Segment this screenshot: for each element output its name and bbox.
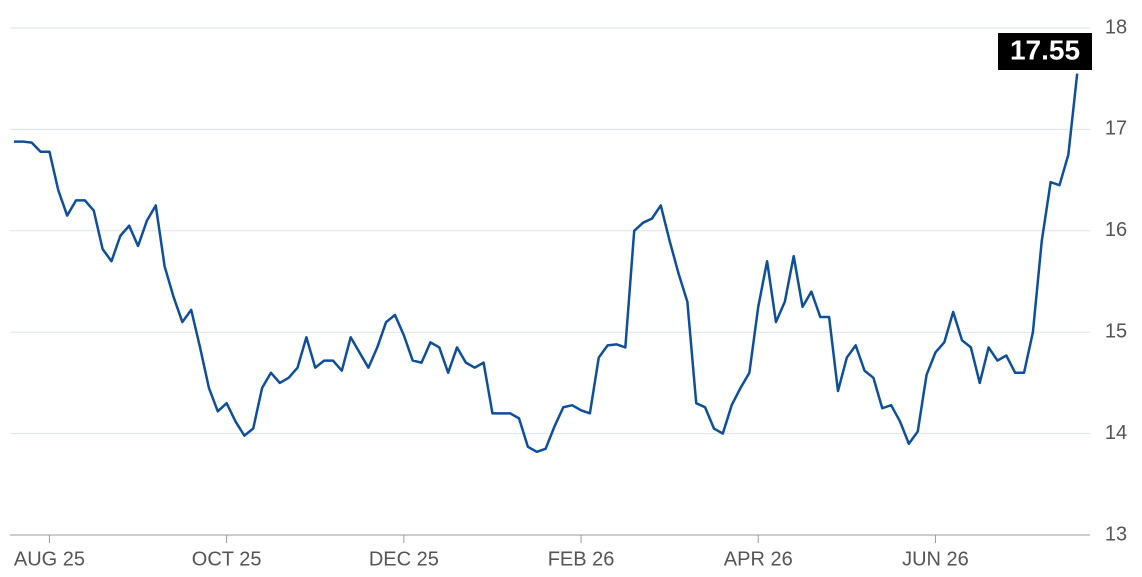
- y-tick-label: 17: [1105, 118, 1127, 140]
- x-tick-label: DEC 25: [369, 548, 439, 570]
- y-tick-label: 13: [1105, 523, 1127, 545]
- x-tick-label: AUG 25: [14, 548, 85, 570]
- x-tick-label: JUN 26: [902, 548, 969, 570]
- y-tick-label: 14: [1105, 422, 1127, 444]
- y-tick-label: 16: [1105, 219, 1127, 241]
- label-box: [998, 33, 1092, 70]
- x-tick-label: OCT 25: [192, 548, 262, 570]
- y-tick-label: 15: [1105, 320, 1127, 342]
- y-tick-label: 18: [1105, 16, 1127, 38]
- x-tick-label: FEB 26: [548, 548, 615, 570]
- x-tick-label: APR 26: [724, 548, 793, 570]
- line: [14, 73, 1079, 454]
- last-value-label: 17.55: [998, 33, 1092, 70]
- last-value: 17.55: [1010, 34, 1080, 65]
